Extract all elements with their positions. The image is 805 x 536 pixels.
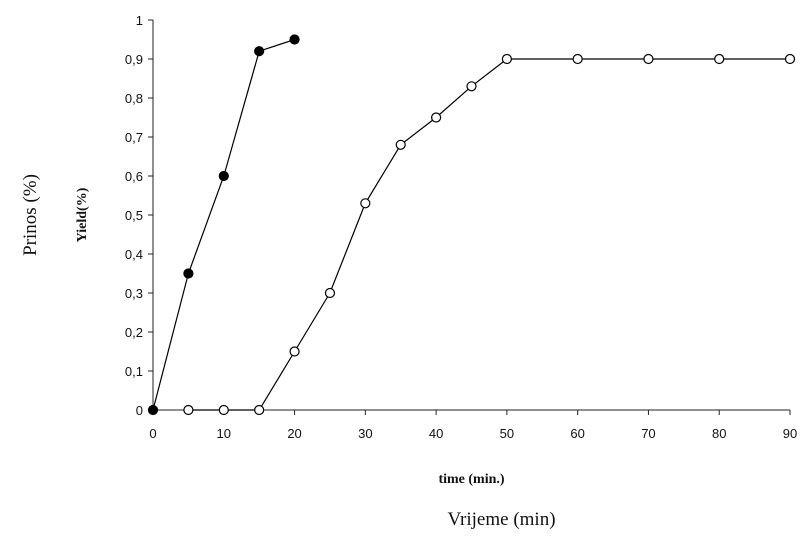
series-2 bbox=[183, 53, 796, 416]
x-tick-label: 20 bbox=[287, 426, 301, 441]
y-tick-label: 0,6 bbox=[125, 169, 143, 184]
axes: 00,10,20,30,40,50,60,70,80,910 10 20 30 40 50… bbox=[125, 13, 797, 441]
outer-y-axis-label: Prinos (%) bbox=[20, 174, 41, 256]
data-point bbox=[183, 404, 194, 416]
data-point bbox=[324, 287, 336, 299]
y-tick-label: 0,5 bbox=[125, 208, 143, 223]
series-line bbox=[152, 38, 295, 411]
data-point bbox=[289, 34, 300, 45]
data-point bbox=[395, 139, 406, 150]
y-tick-label: 0,7 bbox=[125, 130, 143, 145]
y-tick-label: 0,4 bbox=[125, 247, 143, 262]
data-point bbox=[360, 198, 371, 209]
y-tick-label: 0,1 bbox=[125, 364, 143, 379]
x-tick-label: 10 bbox=[217, 426, 231, 441]
data-point bbox=[572, 53, 583, 65]
x-tick-label: 40 bbox=[429, 426, 443, 441]
data-point bbox=[254, 46, 265, 57]
x-tick-label: 80 bbox=[712, 426, 726, 441]
data-point bbox=[289, 346, 300, 357]
x-tick-label: 60 bbox=[570, 426, 584, 441]
outer-x-axis-label: Vrijeme (min) bbox=[447, 509, 555, 530]
x-tick-label: 0 bbox=[149, 426, 156, 441]
y-tick-label: 0,8 bbox=[125, 91, 143, 106]
data-point bbox=[431, 112, 442, 123]
y-tick-label: 0,9 bbox=[125, 52, 143, 67]
data-point bbox=[784, 53, 796, 65]
data-point bbox=[218, 404, 229, 416]
x-axis-label: time (min.) bbox=[438, 472, 504, 487]
series-1 bbox=[147, 34, 300, 416]
x-tick-label: 30 bbox=[358, 426, 372, 441]
data-point bbox=[254, 404, 265, 416]
data-point bbox=[147, 404, 159, 416]
series-layer bbox=[147, 34, 796, 416]
x-tick-label: 70 bbox=[641, 426, 655, 441]
data-point bbox=[643, 53, 654, 65]
data-point bbox=[714, 53, 725, 65]
y-tick-label: 1 bbox=[136, 13, 143, 28]
y-tick-label: 0,2 bbox=[125, 325, 143, 340]
x-tick-label: 90 bbox=[783, 426, 797, 441]
y-axis-label: Yield(%) bbox=[75, 187, 90, 242]
y-tick-label: 0,3 bbox=[125, 286, 143, 301]
y-tick-label: 0 bbox=[136, 403, 143, 418]
data-point bbox=[218, 170, 229, 182]
data-point bbox=[466, 81, 477, 92]
x-tick-label: 50 bbox=[500, 426, 514, 441]
data-point bbox=[501, 53, 512, 65]
series-line bbox=[188, 58, 790, 411]
data-point bbox=[183, 268, 194, 279]
